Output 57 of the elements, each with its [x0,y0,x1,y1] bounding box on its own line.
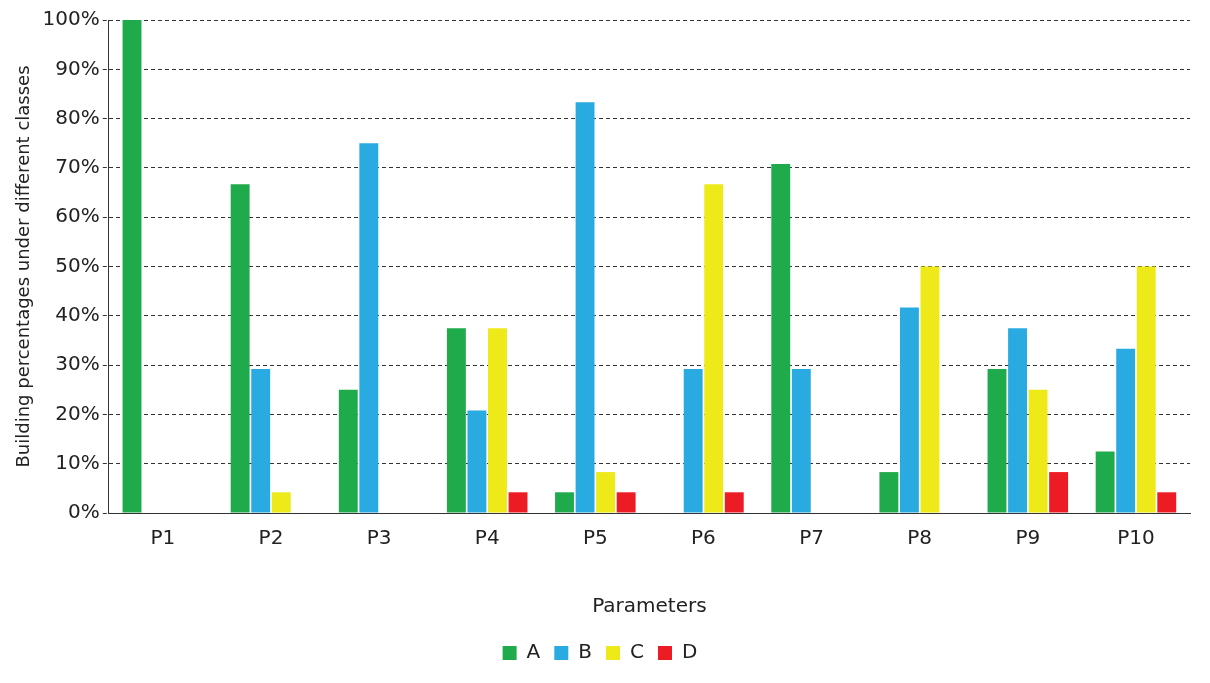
x-tick-label: P1 [150,525,176,550]
legend-label: C [630,639,644,664]
bar [359,143,379,513]
bar [122,20,142,513]
bar [771,163,791,513]
y-tick-label: 80% [55,104,100,129]
bar [704,184,724,513]
bar [1136,266,1156,513]
bar [1028,389,1048,513]
bar [508,492,528,513]
x-tick-label: P9 [1015,525,1041,550]
bar [467,410,487,513]
y-tick-label: 0% [68,499,100,524]
bar [338,389,358,513]
y-tick-label: 90% [55,55,100,80]
bar [230,184,250,513]
y-tick-label: 30% [55,351,100,376]
y-axis-title: Building percentages under different classes [12,65,34,468]
y-tick-label: 20% [55,400,100,425]
bar [683,369,703,513]
bar [575,102,595,513]
bar [879,472,899,513]
x-tick-label: P5 [582,525,608,550]
bar [791,369,811,513]
x-tick-label: P6 [691,525,716,550]
bar [555,492,574,513]
bar [1049,472,1069,513]
bar [899,307,919,513]
legend-label: A [526,639,541,664]
bar [1116,348,1136,513]
bar [1157,492,1177,513]
x-tick-label: P4 [474,525,500,550]
bar [596,472,616,513]
x-tick-label: P10 [1117,525,1155,550]
y-tick-label: 10% [55,449,100,474]
bar [1008,328,1027,513]
bar [271,492,291,513]
x-tick-label: P2 [258,525,284,550]
y-tick-label: 100% [42,6,100,31]
x-tick-label: P3 [366,525,392,550]
legend-label: B [578,639,593,664]
y-tick-label: 40% [55,302,100,326]
bar [987,369,1007,513]
x-tick-label: P7 [799,525,824,550]
y-tick-label: 50% [55,252,100,277]
x-axis-title: Parameters [592,593,707,618]
bar [488,328,507,513]
bar [920,266,940,513]
bar [616,492,636,513]
bar [251,369,271,513]
bar [1095,451,1115,513]
x-tick-label: P8 [907,525,933,550]
bar [724,492,744,513]
legend-label: D [681,639,698,664]
y-tick-label: 70% [55,154,100,179]
y-tick-label: 60% [55,203,100,228]
bar [446,328,466,513]
